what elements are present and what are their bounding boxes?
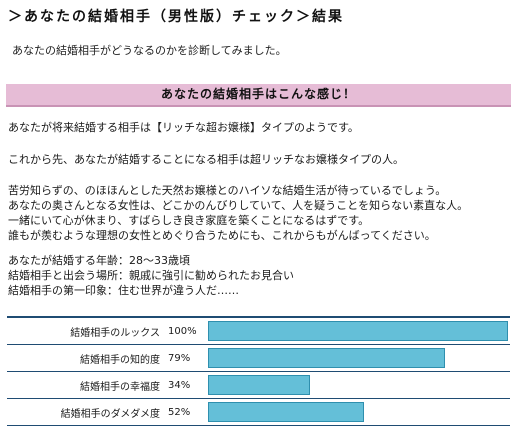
stat-label: 結婚相手のルックス (7, 316, 168, 345)
stat-row: 結婚相手のダメダメ度 52% (7, 398, 510, 426)
stat-bar (208, 321, 508, 341)
description-line: 一緒にいて心が休まり、すばらしき良き家庭を築くことになるはずです。 (8, 214, 370, 227)
description-line: 苦労知らずの、のほほんとした天然お嬢様とのハイソな結婚生活が待っているでしょう。 (8, 184, 447, 197)
stat-bar (208, 375, 310, 395)
fact-age: あなたが結婚する年齢：28～33歳頃 (8, 254, 190, 267)
stat-percent: 52% (168, 398, 208, 426)
result-description: 苦労知らずの、のほほんとした天然お嬢様とのハイソな結婚生活が待っているでしょう。… (8, 183, 513, 243)
stat-row: 結婚相手のルックス 100% (7, 316, 510, 345)
fact-meeting-place: 結婚相手と出会う場所：親戚に強引に勧められたお見合い (8, 269, 294, 282)
result-facts: あなたが結婚する年齢：28～33歳頃 結婚相手と出会う場所：親戚に強引に勧められ… (8, 253, 513, 298)
stat-bar (208, 348, 445, 368)
summary-line: あなたが将来結婚する相手は【リッチな超お嬢様】タイプのようです。 (8, 121, 359, 134)
stat-bar (208, 402, 364, 422)
detail-line: これから先、あなたが結婚することになる相手は超リッチなお嬢様タイプの人。 (8, 153, 404, 166)
stat-label: 結婚相手のダメダメ度 (7, 398, 168, 426)
result-heading-band: あなたの結婚相手はこんな感じ！ (6, 84, 511, 107)
description-line: あなたの奥さんとなる女性は、どこかのんびりしていて、人を疑うことを知らない素直な… (8, 199, 469, 212)
stat-percent: 34% (168, 371, 208, 399)
page-title: ＞あなたの結婚相手（男性版）チェック＞結果 (8, 9, 344, 25)
stat-row: 結婚相手の幸福度 34% (7, 371, 510, 399)
stat-percent: 100% (168, 316, 208, 345)
fact-first-impression: 結婚相手の第一印象：住む世界が違う人だ…… (8, 284, 239, 297)
result-heading: あなたの結婚相手はこんな感じ！ (160, 87, 356, 101)
intro-text: あなたの結婚相手がどうなるのかを診断してみました。 (12, 44, 287, 57)
stat-label: 結婚相手の知的度 (7, 344, 168, 372)
description-line: 誰もが羨むような理想の女性とめぐり合うためにも、これからもがんばってください。 (8, 229, 436, 242)
result-summary: あなたが将来結婚する相手は【リッチな超お嬢様】タイプのようです。 (8, 120, 513, 135)
stats-table: 結婚相手のルックス 100% 結婚相手の知的度 79% 結婚相手の幸福度 34%… (7, 316, 510, 426)
stat-percent: 79% (168, 344, 208, 372)
stat-row: 結婚相手の知的度 79% (7, 344, 510, 372)
stat-label: 結婚相手の幸福度 (7, 371, 168, 399)
result-detail: これから先、あなたが結婚することになる相手は超リッチなお嬢様タイプの人。 (8, 152, 513, 167)
